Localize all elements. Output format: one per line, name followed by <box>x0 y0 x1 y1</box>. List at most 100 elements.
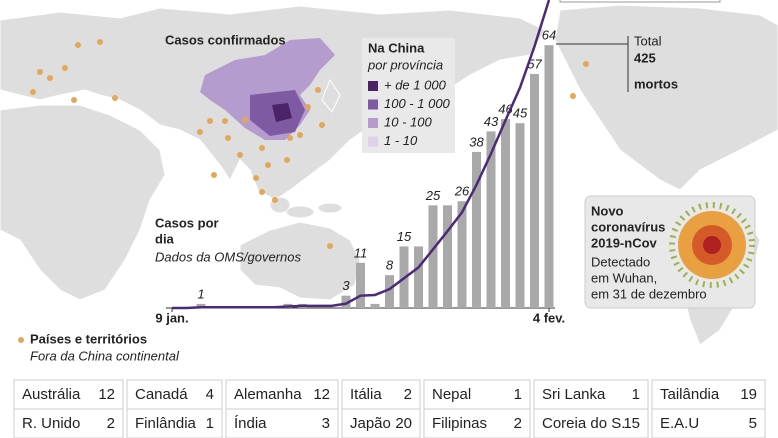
table-cell <box>126 408 223 438</box>
country-dot <box>211 172 217 178</box>
legend-box <box>362 38 455 153</box>
country-dot <box>259 145 265 151</box>
country-dot <box>237 152 243 158</box>
country-dot <box>253 175 259 181</box>
chart-title: dia <box>155 231 175 246</box>
bar <box>544 45 554 308</box>
country-count: 12 <box>98 386 115 403</box>
bar-label: 11 <box>354 245 368 260</box>
table-cell <box>533 408 649 438</box>
table-cell <box>341 379 421 410</box>
legend-swatch <box>368 81 378 91</box>
country-count: 5 <box>749 415 757 432</box>
country-dot <box>222 118 228 124</box>
bar-label: 3 <box>342 278 350 293</box>
chart-subtitle: Dados da OMS/governos <box>155 249 301 264</box>
bar <box>196 303 206 308</box>
country-dot <box>265 162 271 168</box>
bar-label: 38 <box>469 134 484 149</box>
bar <box>356 262 365 308</box>
table-cell <box>423 379 531 410</box>
bar-label: 26 <box>454 184 470 199</box>
country-name: Tailândia <box>660 386 720 403</box>
north-america <box>554 4 778 191</box>
top-box <box>559 0 721 3</box>
country-dot <box>297 132 303 138</box>
country-dot <box>327 243 333 249</box>
japan <box>321 78 341 113</box>
bar-label: 15 <box>397 229 412 244</box>
country-dot <box>225 135 231 141</box>
country-dot <box>197 129 203 135</box>
bar-label: 1 <box>197 286 204 301</box>
bar <box>370 303 380 308</box>
virus-text: Detectado <box>591 254 650 269</box>
country-name: Índia <box>234 415 267 432</box>
country-name: Japão <box>350 415 391 432</box>
dots-legend: Países e territórios Fora da China conti… <box>18 331 180 363</box>
country-name: Coreia do S. <box>542 415 625 432</box>
china-legend: Na China por província <box>362 38 455 153</box>
x-tick-label: 9 jan. <box>155 310 188 325</box>
bar-label: 57 <box>527 56 542 71</box>
country-count: 1 <box>206 415 214 432</box>
table-cell <box>533 379 649 410</box>
table-cell <box>225 408 339 438</box>
country-dot <box>112 95 118 101</box>
country-dot <box>242 117 248 123</box>
annotation-text: mortos <box>634 76 678 91</box>
bar <box>486 131 496 308</box>
country-dot <box>570 93 576 99</box>
table-cell <box>651 379 766 410</box>
legend-subtitle: por província <box>367 57 443 72</box>
legend-label: 1 - 10 <box>384 133 418 148</box>
country-dot <box>284 157 290 163</box>
legend-swatch <box>368 99 378 110</box>
country-dot <box>287 135 293 141</box>
country-dot <box>97 39 103 45</box>
dot-key <box>18 337 24 343</box>
bar <box>530 73 539 308</box>
bar <box>443 205 452 308</box>
country-dot <box>30 89 36 95</box>
annotation-value: 425 <box>634 50 656 65</box>
map-title: Casos confirmados <box>165 32 286 47</box>
country-count: 12 <box>313 386 330 403</box>
virus-box: Novo coronavírus 2019-nCov Detectado em … <box>584 195 756 309</box>
country-name: R. Unido <box>22 415 80 432</box>
legend-label: 10 - 100 <box>384 114 432 129</box>
africa <box>0 104 166 301</box>
country-dot <box>305 104 311 110</box>
country-count: 1 <box>632 386 640 403</box>
bar-label: 43 <box>484 114 499 129</box>
bar-label: 25 <box>425 188 441 203</box>
island <box>317 202 343 214</box>
virus-title: Novo <box>591 203 624 218</box>
country-name: Finlândia <box>135 415 197 432</box>
annotation-text: Total <box>634 33 662 48</box>
country-name: Nepal <box>432 386 471 403</box>
country-dot <box>75 42 81 48</box>
country-name: Filipinas <box>432 415 487 432</box>
virus-title: 2019-nCov <box>591 235 658 250</box>
australia <box>239 221 361 301</box>
country-dot <box>71 97 77 103</box>
country-dot <box>62 65 68 71</box>
chart-title: Casos por <box>155 215 219 230</box>
country-name: Austrália <box>22 386 81 403</box>
country-dots <box>30 39 589 249</box>
country-dot <box>272 197 278 203</box>
country-name: Alemanha <box>234 386 302 403</box>
country-dot <box>319 122 325 128</box>
legend-title: Na China <box>368 40 425 55</box>
virus-title: coronavírus <box>591 219 665 234</box>
hubei <box>272 103 292 122</box>
bar <box>472 151 481 308</box>
bar-label: 8 <box>386 258 394 273</box>
cumulative-line <box>172 0 551 310</box>
country-name: Sri Lanka <box>542 386 606 403</box>
bar <box>385 275 394 308</box>
virus-text: em 31 de dezembro <box>591 286 707 301</box>
bar <box>414 246 423 308</box>
